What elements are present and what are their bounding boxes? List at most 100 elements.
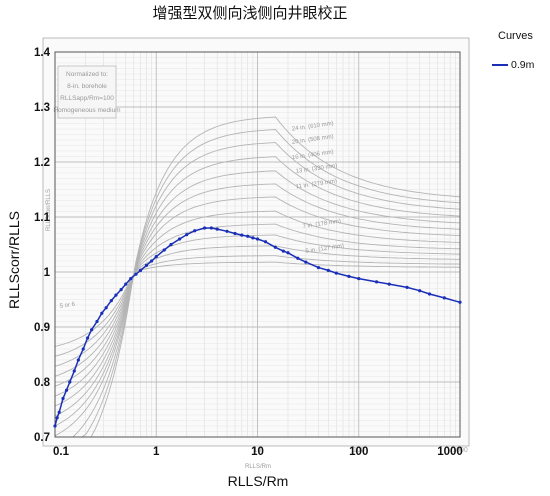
series-point bbox=[134, 272, 138, 276]
background-curve bbox=[54, 261, 461, 347]
inner-x-tick-label: 1000 bbox=[452, 447, 468, 454]
background-curve bbox=[54, 245, 460, 367]
series-point bbox=[53, 424, 57, 428]
legend-swatch bbox=[492, 64, 508, 66]
series-point bbox=[150, 259, 154, 263]
note-line-2: 8-in. borehole bbox=[67, 83, 107, 90]
grid-major bbox=[54, 51, 460, 438]
note-box bbox=[57, 65, 117, 119]
normalization-note: Normalized to: 8-in. borehole RLLSapp/Rm… bbox=[53, 65, 121, 119]
y-tick-label: 0.9 bbox=[34, 322, 50, 334]
series-point bbox=[57, 410, 61, 414]
series-point bbox=[387, 282, 391, 286]
y-tick-label: 1.1 bbox=[34, 212, 51, 224]
y-tick-label: 0.8 bbox=[34, 377, 51, 389]
background-curve bbox=[55, 129, 461, 438]
x-axis-label: RLLS/Rm bbox=[228, 473, 289, 489]
plot-area-frame bbox=[54, 51, 461, 438]
note-line-4: Homogeneous medium bbox=[53, 107, 120, 114]
series-point bbox=[374, 280, 379, 284]
series-point bbox=[81, 347, 85, 351]
series-point bbox=[154, 255, 158, 259]
background-curve bbox=[54, 223, 461, 387]
series-point bbox=[347, 274, 351, 278]
y-tick-labels: 0.7 0.8 0.9 1 1.1 1.2 1.3 1.4 bbox=[34, 47, 51, 444]
series-point bbox=[458, 300, 462, 304]
series-point bbox=[119, 288, 123, 292]
series-point bbox=[304, 260, 308, 264]
background-curves bbox=[54, 116, 461, 438]
background-curve bbox=[55, 142, 461, 438]
note-line-3: RLLSapp/Rm=100 bbox=[60, 95, 114, 102]
series-point bbox=[100, 311, 104, 315]
background-curve-label: 11 in. (279 mm) bbox=[295, 179, 337, 191]
background-curve bbox=[54, 170, 461, 427]
series-point bbox=[177, 237, 182, 241]
chart-title: 增强型双侧向浅侧向井眼校正 bbox=[152, 4, 348, 22]
y-tick-label: 1 bbox=[44, 267, 51, 279]
y-tick-label: 1.3 bbox=[34, 102, 50, 114]
series-point bbox=[64, 388, 69, 392]
background-curve-label: 16 in. (406 mm) bbox=[292, 149, 334, 161]
series-point bbox=[114, 293, 118, 297]
series-point bbox=[169, 242, 173, 247]
series-point bbox=[193, 229, 197, 233]
series-point bbox=[281, 249, 285, 253]
x-tick-labels: 0.1 1 10 100 1000 bbox=[53, 446, 463, 458]
legend-entry-label: 0.9m bbox=[511, 59, 535, 71]
y-axis-label: RLLScorr/RLLS bbox=[6, 211, 22, 309]
series-point bbox=[273, 245, 277, 249]
series-point bbox=[209, 226, 213, 230]
legend-entry[interactable]: 0.9m bbox=[492, 59, 550, 71]
x-tick-label: 10 bbox=[251, 446, 264, 458]
inner-x-ticks: 1 10 100 1000 bbox=[154, 447, 468, 454]
series-point bbox=[418, 289, 422, 293]
background-curve-labels: 24 in. (610 mm)20 in. (508 mm) 16 in. (40… bbox=[59, 121, 344, 310]
series-point bbox=[255, 237, 260, 241]
series-point bbox=[326, 268, 330, 272]
background-curve-label: 13 in. (330 mm) bbox=[295, 163, 337, 175]
background-curve-label: 20 in. (508 mm) bbox=[292, 134, 334, 146]
y-tick-label: 1.2 bbox=[34, 157, 50, 169]
background-curve bbox=[54, 210, 461, 397]
series-point bbox=[55, 416, 59, 420]
background-curve bbox=[54, 196, 461, 407]
series-point bbox=[251, 236, 255, 240]
series-point bbox=[316, 266, 321, 270]
series-point bbox=[162, 248, 166, 252]
chart-plot: 24 in. (610 mm)20 in. (508 mm) 16 in. (40… bbox=[6, 37, 470, 489]
series-point bbox=[233, 231, 237, 236]
series-point bbox=[124, 282, 128, 286]
y-tick-label: 0.7 bbox=[34, 432, 50, 444]
background-curve bbox=[54, 255, 461, 357]
series-point bbox=[442, 296, 446, 300]
legend-title: Curves bbox=[498, 30, 533, 42]
background-curve bbox=[54, 234, 461, 377]
series-point bbox=[72, 369, 76, 373]
series-point bbox=[95, 319, 99, 324]
x-tick-label: 0.1 bbox=[53, 446, 70, 458]
background-curve-label: 5 or 6 bbox=[59, 302, 76, 310]
y-tick-label: 1.4 bbox=[34, 47, 51, 59]
series-point bbox=[263, 240, 268, 244]
series-layer bbox=[53, 226, 462, 428]
x-tick-label: 1000 bbox=[437, 446, 463, 458]
series-point bbox=[129, 277, 133, 281]
series-point bbox=[240, 233, 244, 237]
series-point bbox=[104, 306, 108, 310]
background-curve-label: 7 in. (178 mm) bbox=[302, 219, 341, 230]
series-point bbox=[296, 256, 300, 260]
background-curve-label: 5 in. (127 mm) bbox=[305, 243, 344, 254]
background-curve-label: 24 in. (610 mm) bbox=[292, 121, 334, 133]
inner-x-axis-label: RLLS/Rm bbox=[245, 464, 271, 470]
series-point bbox=[138, 268, 143, 272]
x-tick-label: 1 bbox=[153, 446, 160, 458]
background-curve bbox=[54, 156, 461, 437]
inner-x-tick-label: 10 bbox=[254, 447, 262, 454]
series-point bbox=[76, 358, 80, 362]
background-curve bbox=[55, 116, 461, 438]
series-point bbox=[109, 299, 113, 303]
note-line-1: Normalized to: bbox=[66, 71, 108, 78]
series-point bbox=[185, 233, 189, 237]
legend: Curves 0.9m bbox=[492, 30, 550, 71]
